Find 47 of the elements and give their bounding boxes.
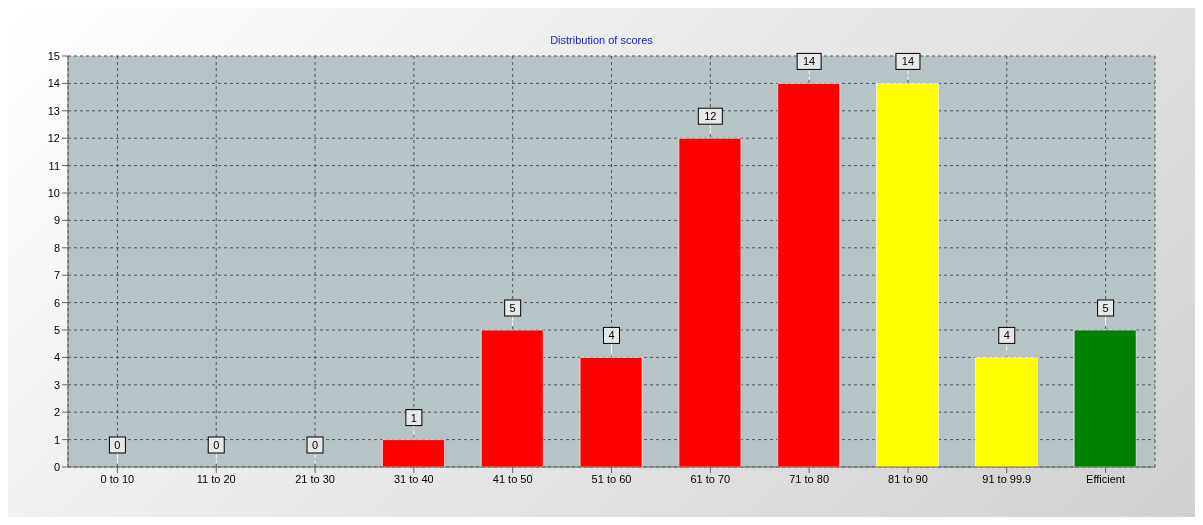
- x-tick-label: 0 to 10: [100, 472, 135, 485]
- y-tick-label: 4: [53, 351, 60, 364]
- x-tick-label: Efficient: [1086, 472, 1126, 485]
- data-label: 5: [509, 302, 516, 314]
- y-tick-label: 11: [48, 159, 60, 172]
- y-tick-label: 0: [53, 460, 60, 473]
- data-label: 14: [803, 55, 816, 68]
- y-tick-label: 9: [53, 214, 60, 227]
- y-tick-label: 5: [53, 323, 60, 336]
- y-tick-label: 13: [47, 104, 60, 117]
- data-label: 0: [213, 439, 220, 451]
- data-label: 14: [901, 55, 915, 68]
- bar: [480, 329, 544, 467]
- data-label: 0: [311, 439, 319, 451]
- x-tick-label: 51 to 60: [591, 472, 632, 485]
- data-label: 4: [1003, 329, 1010, 342]
- x-tick-label: 81 to 90: [888, 472, 928, 485]
- data-label: 1: [410, 411, 417, 424]
- chart-title: Distribution of scores: [549, 34, 654, 46]
- bar: [1073, 329, 1137, 467]
- x-tick-label: 61 to 70: [690, 472, 731, 485]
- y-tick-label: 14: [47, 77, 60, 90]
- x-tick-label: 41 to 50: [492, 472, 533, 485]
- data-label: 12: [704, 110, 717, 123]
- x-tick-label: 31 to 40: [393, 472, 434, 485]
- y-tick-label: 7: [53, 269, 60, 282]
- bar: [974, 356, 1038, 467]
- data-label: 0: [114, 439, 121, 451]
- data-label: 4: [608, 329, 615, 342]
- y-tick-label: 15: [47, 49, 60, 62]
- bar: [777, 82, 841, 467]
- y-tick-label: 8: [53, 241, 60, 254]
- x-tick-label: 11 to 20: [196, 472, 236, 485]
- y-tick-label: 1: [53, 433, 60, 446]
- y-tick-label: 10: [47, 186, 60, 199]
- data-label: 5: [1102, 302, 1109, 314]
- x-tick-label: 71 to 80: [789, 472, 830, 485]
- bar: [579, 356, 643, 467]
- x-tick-label: 21 to 30: [295, 472, 335, 485]
- bar: [876, 82, 940, 467]
- y-tick-label: 6: [53, 296, 60, 309]
- y-tick-label: 3: [53, 378, 60, 391]
- y-tick-label: 12: [47, 132, 60, 145]
- bar: [381, 439, 445, 467]
- y-tick-label: 2: [53, 406, 60, 419]
- x-tick-label: 91 to 99.9: [982, 472, 1032, 485]
- bar: [678, 137, 742, 467]
